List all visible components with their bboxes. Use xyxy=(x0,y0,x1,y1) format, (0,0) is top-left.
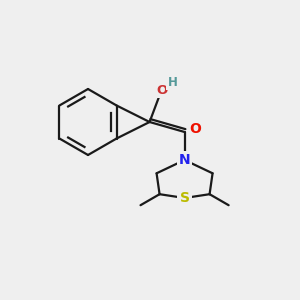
Text: H: H xyxy=(168,76,178,88)
Text: N: N xyxy=(179,153,190,167)
Text: O: O xyxy=(190,122,202,136)
Text: O: O xyxy=(156,83,167,97)
Text: S: S xyxy=(180,191,190,205)
